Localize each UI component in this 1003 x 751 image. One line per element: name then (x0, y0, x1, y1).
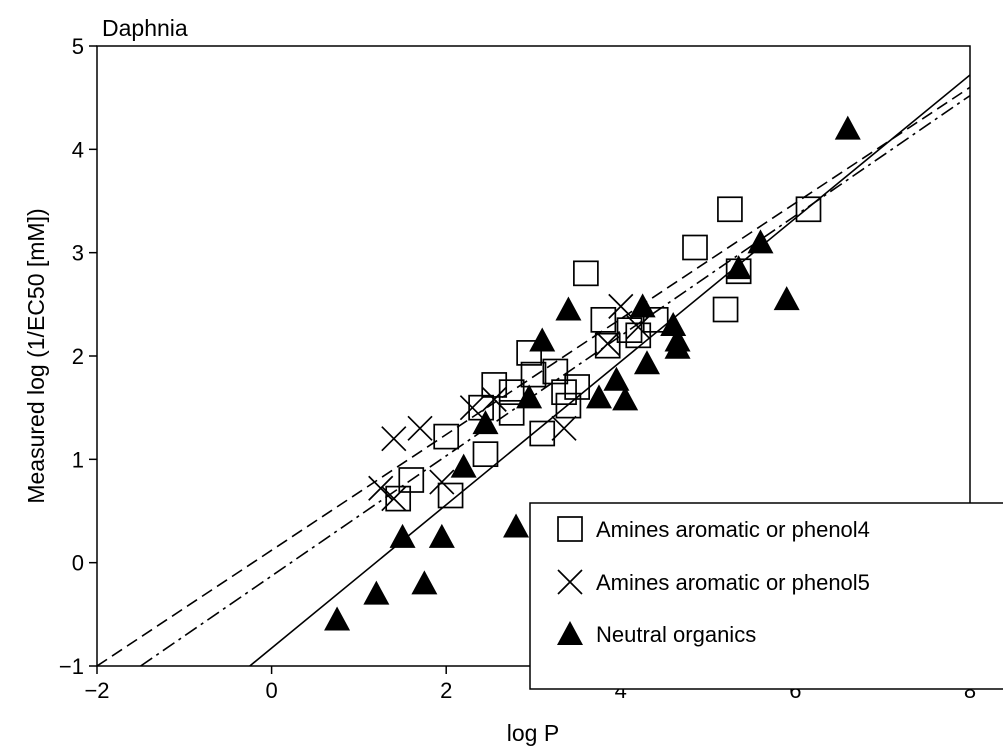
triangle-marker (324, 606, 351, 631)
square-marker (433, 423, 460, 450)
regression-lines (97, 74, 970, 666)
y-axis-label: Measured log (1/EC50 [mM]) (23, 208, 49, 503)
x-marker (407, 415, 433, 441)
triangle-marker (529, 327, 556, 352)
triangle-marker (660, 312, 687, 336)
legend-label: Amines aromatic or phenol5 (596, 570, 870, 595)
x-marker (608, 293, 634, 320)
triangle-marker (725, 255, 752, 280)
triangle-marker (603, 366, 630, 391)
triangle-marker (747, 229, 774, 254)
triangle-marker (472, 410, 499, 435)
square-marker (481, 372, 508, 398)
triangle-marker (503, 513, 530, 538)
legend-label: Amines aromatic or phenol4 (596, 517, 870, 542)
chart-title: Daphnia (102, 15, 188, 41)
x-marker (459, 395, 485, 421)
square-marker (712, 296, 739, 323)
square-marker (398, 467, 425, 493)
square-marker (437, 482, 464, 509)
square-marker (542, 358, 569, 385)
y-tick-label: −1 (59, 654, 84, 679)
triangle-marker (773, 286, 800, 311)
square-marker (498, 399, 525, 426)
y-tick-label: 3 (72, 241, 84, 266)
y-tick-label: 5 (72, 34, 84, 59)
square-marker (472, 441, 499, 468)
y-tick-label: 0 (72, 551, 84, 576)
square-marker (520, 361, 547, 388)
legend-box (529, 502, 1003, 690)
x-marker (381, 426, 407, 452)
legend-x-icon (557, 569, 583, 595)
triangle-marker (411, 570, 438, 595)
square-marker (642, 306, 669, 333)
square-marker (516, 340, 542, 366)
legend: Amines aromatic or phenol4 Amines aromati… (529, 502, 1003, 690)
y-tick-label: 1 (72, 447, 84, 472)
triangle-marker (450, 453, 477, 478)
square-marker (529, 420, 556, 447)
x-tick-label: 0 (265, 678, 277, 703)
square-marker (594, 332, 621, 359)
x-marker (625, 314, 651, 340)
x-marker (381, 485, 407, 512)
triangle-marker (363, 580, 390, 605)
legend-label: Neutral organics (596, 622, 756, 647)
square-marker (717, 196, 743, 223)
triangle-marker (428, 523, 455, 548)
square-marker (385, 485, 412, 512)
x-marker (481, 386, 507, 413)
legend-square-icon (557, 516, 583, 542)
triangle-marker (612, 386, 639, 411)
x-marker (368, 475, 394, 501)
triangle-marker (629, 293, 656, 318)
x-marker (595, 330, 621, 357)
square-marker (498, 379, 525, 406)
triangle-marker (664, 334, 691, 359)
legend-triangle-icon (557, 621, 583, 645)
y-tick-label: 2 (72, 344, 84, 369)
y-tick-label: 4 (72, 137, 84, 162)
triangle-marker (585, 384, 612, 409)
triangle-marker (555, 296, 582, 321)
square-marker (551, 379, 577, 406)
x-tick-label: 2 (440, 678, 452, 703)
data-points (324, 115, 861, 631)
x-marker (551, 415, 577, 441)
triangle-marker (516, 384, 543, 409)
square-marker (616, 317, 643, 344)
triangle-marker (633, 350, 660, 375)
x-axis-label: log P (507, 720, 559, 746)
square-marker (795, 196, 822, 223)
dashed-regression-line (97, 86, 970, 666)
square-marker (573, 260, 599, 287)
square-marker (555, 392, 582, 419)
triangle-marker (389, 523, 416, 548)
triangle-marker (834, 115, 861, 140)
square-marker (625, 322, 652, 349)
solid-regression-line (249, 74, 970, 666)
x-tick-label: −2 (84, 678, 109, 703)
square-marker (564, 374, 591, 400)
x-marker (429, 469, 455, 495)
square-marker (590, 306, 617, 333)
dashdot-regression-line (140, 94, 970, 666)
square-marker (682, 234, 708, 261)
